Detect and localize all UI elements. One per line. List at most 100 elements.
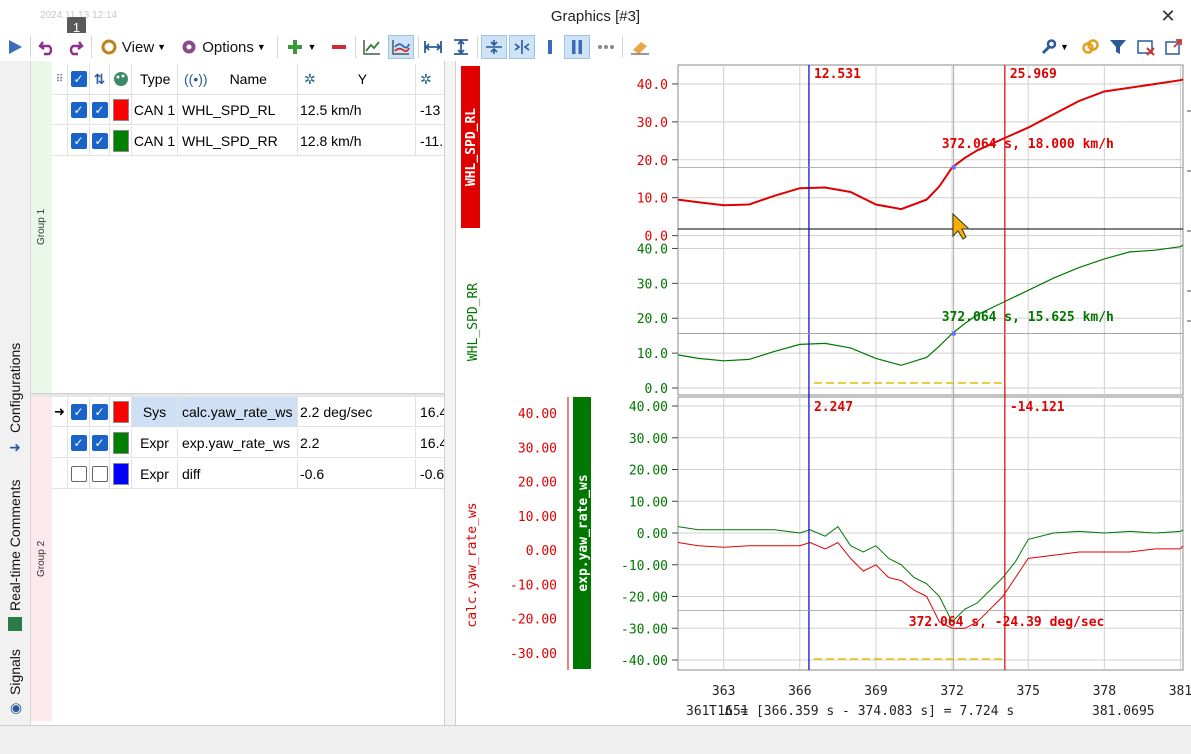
cursor-mode-icon[interactable] bbox=[481, 35, 507, 59]
signal-name[interactable]: WHL_SPD_RL bbox=[178, 95, 298, 125]
view-menu[interactable]: View ▼ bbox=[96, 35, 170, 59]
header-type[interactable]: Type bbox=[132, 64, 178, 94]
checkbox[interactable]: ✓ bbox=[91, 133, 108, 149]
export-icon[interactable] bbox=[1162, 35, 1186, 59]
signal-row[interactable]: Expr diff -0.6 -0.6 bbox=[52, 459, 444, 489]
signal-type: Sys bbox=[132, 397, 178, 427]
header-name[interactable]: ((•)) Name bbox=[178, 64, 298, 94]
link-icon[interactable] bbox=[1078, 35, 1102, 59]
pause-icon[interactable] bbox=[564, 35, 590, 59]
group-1-strip[interactable]: Group 1 bbox=[31, 61, 52, 393]
multi-line-chart-icon[interactable] bbox=[388, 35, 414, 59]
hover-marker bbox=[951, 165, 956, 170]
header-sort-icon[interactable]: ⇅ bbox=[90, 64, 110, 94]
visible-checkbox[interactable]: ✓ bbox=[68, 397, 90, 427]
active-checkbox[interactable] bbox=[90, 459, 110, 489]
checkbox[interactable]: ✓ bbox=[91, 404, 108, 420]
plot-area[interactable]: 363 366 369 372 375 378 381 40.0 30.0 20.0 10.0 0.0… bbox=[456, 61, 1191, 725]
header-y[interactable]: ✲ Y bbox=[298, 64, 416, 94]
sidebar-tab-real-time-comments[interactable]: Real-time Comments bbox=[0, 459, 30, 637]
drag-handle-icon[interactable]: ⠿ bbox=[52, 64, 68, 94]
sidebar-tab-configurations[interactable]: ➜ Configurations bbox=[7, 342, 23, 456]
y-tick-label-left: 0.00 bbox=[526, 544, 557, 559]
palette-icon[interactable] bbox=[110, 64, 132, 94]
visible-checkbox[interactable] bbox=[68, 459, 90, 489]
signal-name[interactable]: calc.yaw_rate_ws bbox=[178, 397, 298, 427]
hover-annotation-yaw: 372.064 s, -24.39 deg/sec bbox=[909, 615, 1105, 630]
sidebar-tab-signals[interactable]: ◉ Signals bbox=[7, 649, 23, 717]
active-checkbox[interactable]: ✓ bbox=[90, 95, 110, 125]
hover-annotation-rr: 372.064 s, 15.625 km/h bbox=[942, 310, 1114, 325]
cursor-value-top-blue: 12.531 bbox=[814, 67, 861, 82]
visible-checkbox[interactable]: ✓ bbox=[68, 126, 90, 156]
signal-name[interactable]: diff bbox=[178, 459, 298, 489]
current-row-arrow-icon bbox=[52, 459, 68, 489]
color-swatch[interactable] bbox=[110, 126, 132, 156]
active-checkbox[interactable]: ✓ bbox=[90, 126, 110, 156]
single-bar-icon[interactable] bbox=[540, 35, 560, 59]
signal-row[interactable]: ✓ ✓ CAN 1 WHL_SPD_RR 12.8 km/h -11. bbox=[52, 126, 444, 156]
line-chart-icon[interactable] bbox=[360, 35, 384, 59]
signal-row[interactable]: ✓ ✓ CAN 1 WHL_SPD_RL 12.5 km/h -13 bbox=[52, 95, 444, 125]
header-extra[interactable]: ✲ bbox=[416, 64, 444, 94]
cursor-value-bottom-blue: 2.247 bbox=[814, 400, 853, 415]
checkbox[interactable]: ✓ bbox=[91, 435, 108, 451]
y-tick-label: 40.0 bbox=[637, 78, 668, 93]
checkbox[interactable]: ✓ bbox=[70, 133, 87, 149]
horizontal-splitter[interactable] bbox=[31, 393, 445, 397]
signal-row[interactable]: ➜ ✓ ✓ Sys calc.yaw_rate_ws 2.2 deg/sec 16.4 bbox=[52, 397, 444, 427]
cursor-value-top-red: 25.969 bbox=[1010, 67, 1057, 82]
fit-y-icon[interactable] bbox=[450, 35, 472, 59]
color-swatch[interactable] bbox=[110, 428, 132, 458]
y-tick-label-left: -20.00 bbox=[510, 613, 557, 628]
visible-checkbox[interactable]: ✓ bbox=[68, 95, 90, 125]
color-swatch[interactable] bbox=[110, 459, 132, 489]
signal-y-value: 2.2 deg/sec bbox=[298, 397, 416, 427]
whl-rl-axis-label-box bbox=[461, 66, 480, 228]
color-swatch-fill bbox=[112, 401, 129, 423]
checkbox[interactable] bbox=[91, 466, 108, 482]
checkbox[interactable]: ✓ bbox=[70, 102, 87, 118]
redo-icon[interactable] bbox=[62, 35, 86, 59]
signal-name[interactable]: WHL_SPD_RR bbox=[178, 126, 298, 156]
signal-type: CAN 1 bbox=[132, 95, 178, 125]
active-checkbox[interactable]: ✓ bbox=[90, 428, 110, 458]
wrench-button[interactable]: ▼ bbox=[1036, 35, 1072, 59]
undo-icon[interactable] bbox=[36, 35, 60, 59]
active-checkbox[interactable]: ✓ bbox=[90, 397, 110, 427]
header-check-all[interactable]: ✓ bbox=[68, 64, 90, 94]
vertical-splitter[interactable] bbox=[444, 61, 456, 725]
close-icon[interactable]: ✕ bbox=[1160, 6, 1176, 26]
filter-icon[interactable] bbox=[1106, 35, 1130, 59]
fit-x-icon[interactable] bbox=[422, 35, 444, 59]
color-swatch[interactable] bbox=[110, 95, 132, 125]
remove-signal-icon[interactable] bbox=[328, 35, 350, 59]
checkbox[interactable] bbox=[70, 466, 87, 482]
group-2-strip[interactable]: Group 2 bbox=[31, 397, 52, 721]
signal-row[interactable]: ✓ ✓ Expr exp.yaw_rate_ws 2.2 16.4 bbox=[52, 428, 444, 458]
mouse-pointer-icon bbox=[952, 212, 971, 240]
checkbox[interactable]: ✓ bbox=[70, 435, 87, 451]
play-icon[interactable] bbox=[4, 35, 26, 59]
plot-svg[interactable]: 363 366 369 372 375 378 381 40.0 30.0 20.0 10.0 0.0… bbox=[456, 61, 1191, 725]
dual-cursor-icon[interactable] bbox=[509, 35, 535, 59]
y-tick-label: 30.0 bbox=[637, 116, 668, 131]
visible-checkbox[interactable]: ✓ bbox=[68, 428, 90, 458]
checkbox[interactable]: ✓ bbox=[70, 404, 87, 420]
color-swatch-fill bbox=[112, 99, 129, 121]
more-icon[interactable] bbox=[594, 35, 618, 59]
view-menu-label: View bbox=[121, 38, 155, 56]
y-tick-label: 40.0 bbox=[637, 242, 668, 257]
checkbox[interactable]: ✓ bbox=[91, 102, 108, 118]
chevron-down-icon: ▼ bbox=[1060, 42, 1069, 52]
add-signal-button[interactable]: ▼ bbox=[283, 35, 319, 59]
color-swatch[interactable] bbox=[110, 397, 132, 427]
y-tick-label: 20.00 bbox=[629, 464, 668, 479]
signal-extra-value: 16.4 bbox=[420, 404, 444, 420]
eraser-icon[interactable] bbox=[627, 35, 653, 59]
hover-marker bbox=[951, 331, 956, 336]
delete-filter-icon[interactable] bbox=[1134, 35, 1158, 59]
options-menu[interactable]: Options ▼ bbox=[175, 35, 271, 59]
signal-name[interactable]: exp.yaw_rate_ws bbox=[178, 428, 298, 458]
current-row-arrow-icon bbox=[52, 95, 68, 125]
